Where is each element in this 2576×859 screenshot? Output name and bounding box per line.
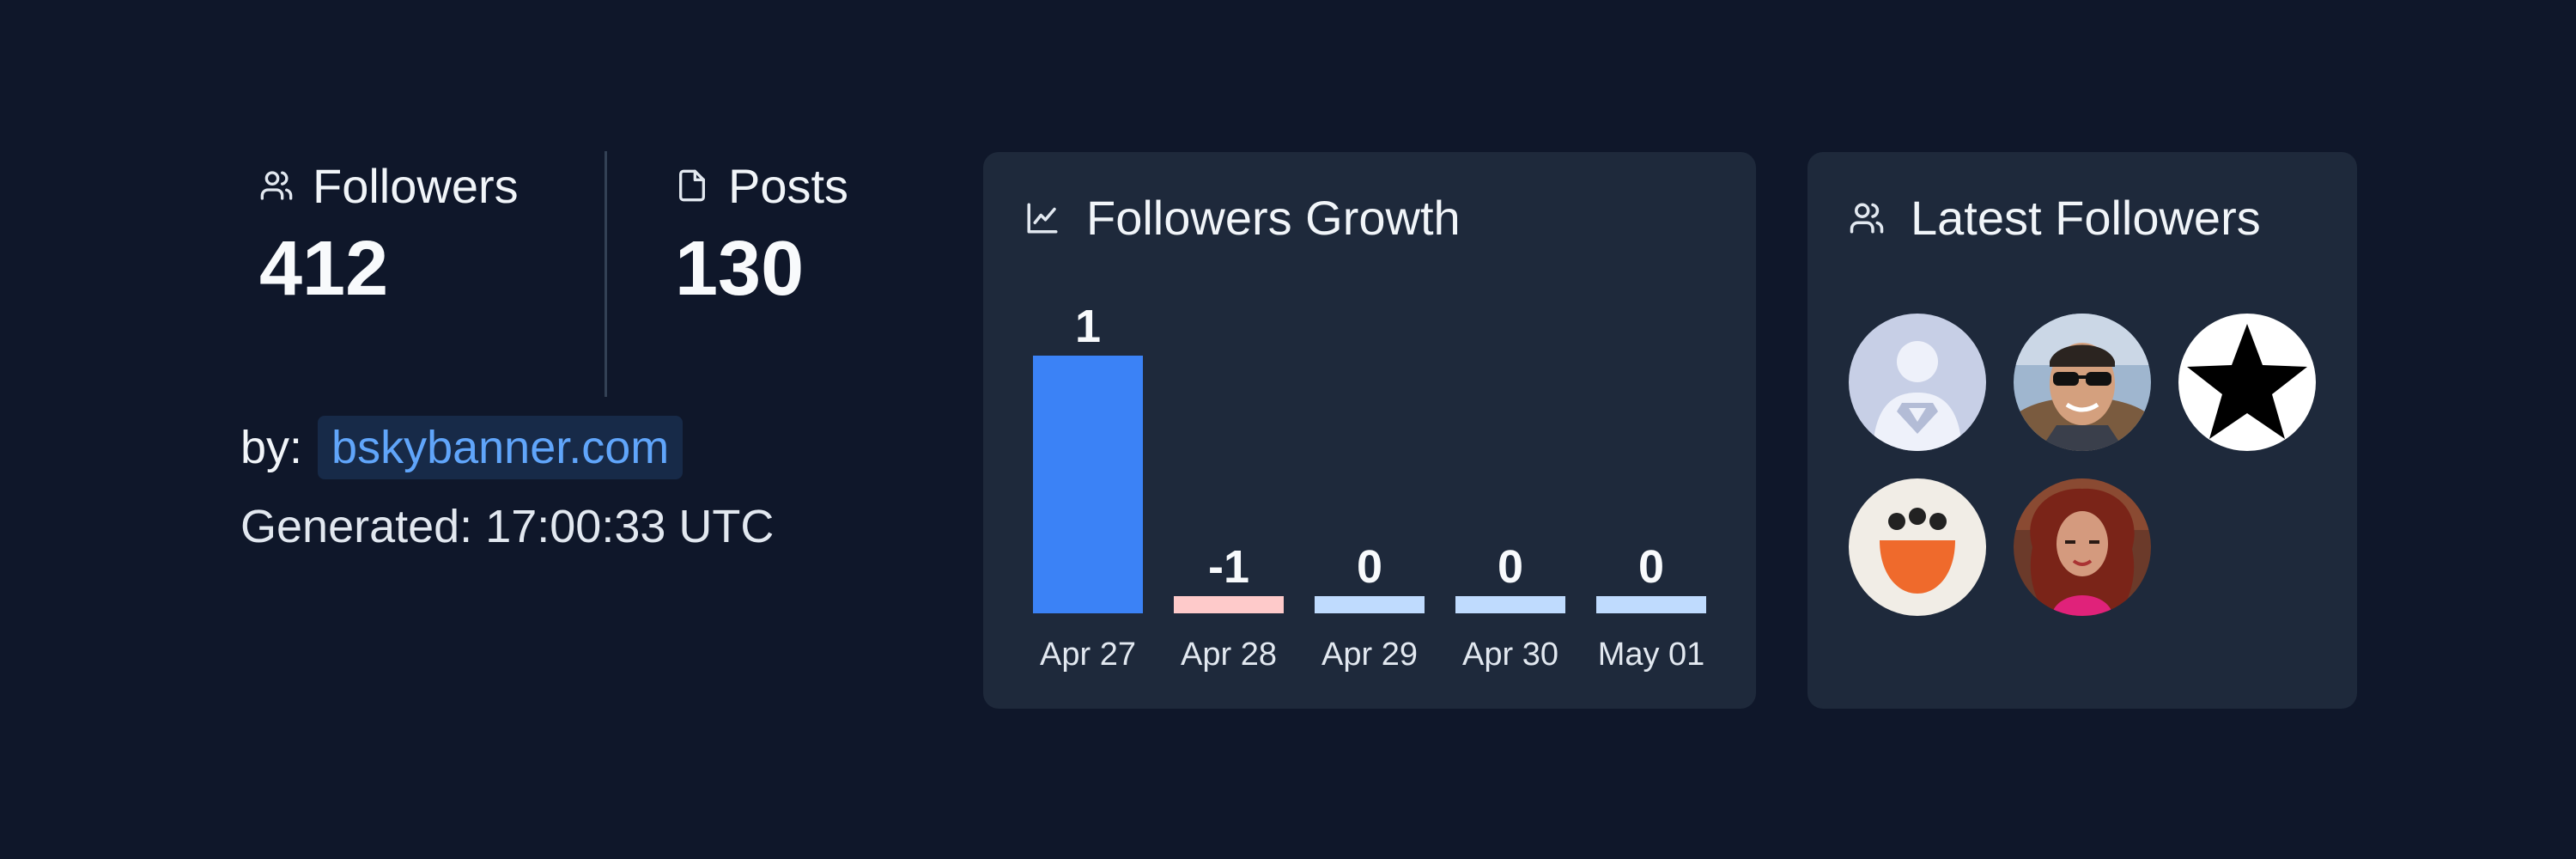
latest-followers-title: Latest Followers [1911, 191, 2261, 245]
follower-avatar[interactable] [1849, 478, 1986, 616]
growth-bar-label: Apr 27 [1040, 637, 1136, 673]
growth-bar [1596, 596, 1706, 613]
users-icon [1850, 203, 1884, 233]
growth-bar-value: 0 [1638, 541, 1664, 593]
follower-avatar[interactable] [2014, 478, 2151, 616]
growth-bar-value: -1 [1208, 541, 1249, 593]
stats-panel: Followers 412 Posts 130 [240, 151, 927, 409]
users-icon [260, 171, 293, 200]
follower-avatar[interactable] [2178, 314, 2316, 451]
byline: by: bskybanner.com [240, 416, 683, 479]
generated-timestamp: Generated: 17:00:33 UTC [240, 501, 775, 552]
file-icon [679, 169, 705, 202]
posts-stat: Posts 130 [675, 151, 848, 308]
followers-count: 412 [259, 226, 389, 312]
stats-divider [605, 151, 607, 397]
superman-avatar-image [1849, 314, 1986, 451]
byline-label: by: [240, 422, 303, 473]
growth-bar-label: May 01 [1598, 637, 1705, 673]
smiley-avatar-image [1849, 478, 1986, 616]
posts-label: Posts [728, 158, 849, 213]
byline-link[interactable]: bskybanner.com [318, 416, 683, 479]
follower-avatar[interactable] [2014, 314, 2151, 451]
follower-avatar[interactable] [1849, 314, 1986, 451]
posts-count: 130 [675, 226, 805, 312]
followers-stat: Followers 412 [259, 151, 519, 308]
followers-label: Followers [313, 158, 519, 213]
growth-bar-label: Apr 29 [1321, 637, 1418, 673]
curly-hair-woman-avatar-image [2014, 478, 2151, 616]
growth-bar-value: 1 [1075, 301, 1101, 352]
growth-title: Followers Growth [1086, 191, 1461, 245]
line-chart-icon [1027, 203, 1058, 233]
growth-bar-label: Apr 30 [1462, 637, 1558, 673]
star-avatar-image [2178, 314, 2316, 451]
sunglasses-man-avatar-image [2014, 314, 2151, 451]
growth-bar-value: 0 [1498, 541, 1523, 593]
growth-bar [1033, 356, 1143, 613]
growth-bar [1315, 596, 1425, 613]
growth-bar-label: Apr 28 [1181, 637, 1277, 673]
latest-followers-card: Latest Followers [1807, 152, 2357, 709]
growth-bar [1455, 596, 1565, 613]
growth-bar [1174, 596, 1284, 613]
followers-growth-card: Followers Growth 1 Apr 27 -1 Apr 28 0 Apr 29 0… [983, 152, 1756, 709]
growth-bar-value: 0 [1357, 541, 1382, 593]
growth-chart: 1 Apr 27 -1 Apr 28 0 Apr 29 0 Apr 30 0 May 01 [1033, 301, 1706, 673]
